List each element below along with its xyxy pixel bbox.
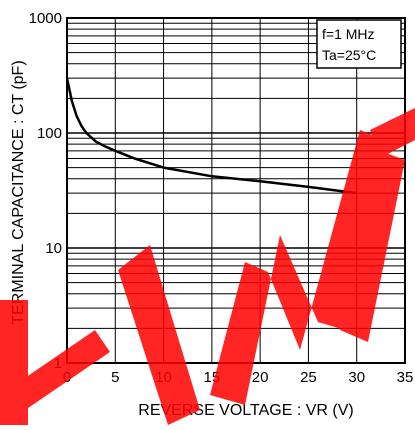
x-tick-label: 5 xyxy=(111,369,119,386)
legend-box: f=1 MHz Ta=25°C xyxy=(316,19,402,69)
y-tick-label: 1000 xyxy=(29,10,62,27)
watermark-letter-i-2 xyxy=(340,150,405,342)
watermark-letter-t xyxy=(370,108,415,157)
series-layer xyxy=(65,77,357,195)
y-axis-label: TERMINAL CAPACITANCE : CT (pF) xyxy=(10,60,27,324)
x-tick-label: 25 xyxy=(300,369,317,386)
limit-watermark xyxy=(0,108,415,425)
y-tick-label: 100 xyxy=(37,125,62,142)
series-line xyxy=(65,77,357,195)
watermark-letter-m xyxy=(210,130,385,405)
watermark-letter-i xyxy=(118,245,200,425)
watermark-letter-l-foot xyxy=(0,330,110,417)
x-tick-label: 30 xyxy=(348,369,365,386)
temperature-annotation: Ta=25°C xyxy=(322,47,376,63)
legend-frame xyxy=(316,19,402,69)
x-tick-label: 35 xyxy=(397,369,414,386)
frequency-annotation: f=1 MHz xyxy=(322,26,375,42)
y-tick-label: 10 xyxy=(45,240,62,257)
x-tick-label: 20 xyxy=(252,369,269,386)
